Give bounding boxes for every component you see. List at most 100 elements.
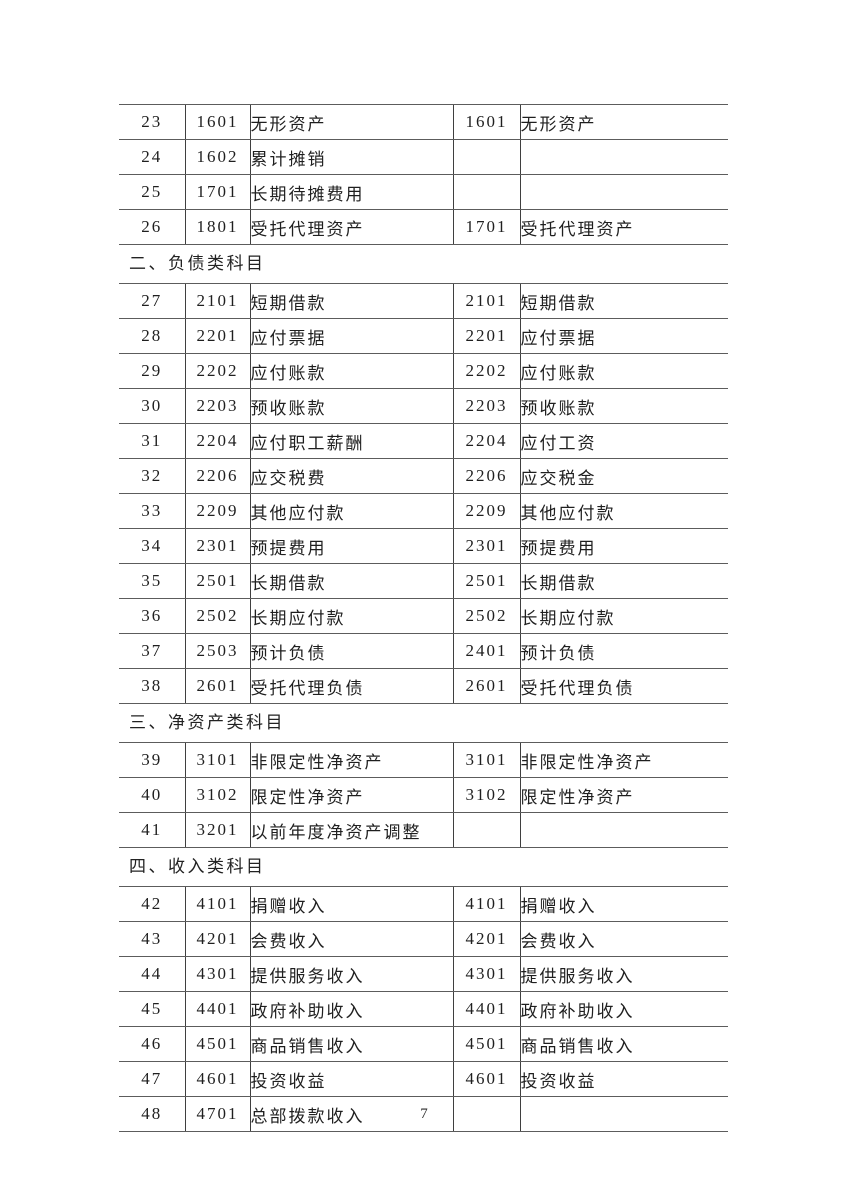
row-new-name: 预提费用 (249, 528, 453, 564)
row-new-name: 总部拨款收入 (249, 1096, 453, 1132)
row-new-code: 4401 (184, 991, 250, 1027)
row-old-code (452, 1096, 520, 1132)
row-old-name: 应付账款 (519, 353, 728, 389)
row-old-code: 2202 (452, 353, 520, 389)
row-old-name: 受托代理负债 (519, 668, 728, 704)
row-new-name: 短期借款 (249, 283, 453, 319)
row-seq: 31 (119, 423, 185, 459)
row-old-name: 受托代理资产 (519, 209, 728, 245)
row-old-code: 2204 (452, 423, 520, 459)
row-new-name: 提供服务收入 (249, 956, 453, 992)
row-old-code: 3102 (452, 777, 520, 813)
row-old-name (519, 139, 728, 175)
row-seq: 25 (119, 174, 185, 210)
row-old-name: 商品销售收入 (519, 1026, 728, 1062)
row-new-name: 长期待摊费用 (249, 174, 453, 210)
row-old-code: 2209 (452, 493, 520, 529)
table-row: 37 2503 预计负债 2401 预计负债 (119, 633, 728, 669)
row-seq: 26 (119, 209, 185, 245)
row-seq: 24 (119, 139, 185, 175)
row-old-code: 4101 (452, 886, 520, 922)
row-new-code: 4501 (184, 1026, 250, 1062)
row-old-name: 应付票据 (519, 318, 728, 354)
row-new-code: 3201 (184, 812, 250, 848)
row-old-code: 3101 (452, 742, 520, 778)
row-old-code: 2203 (452, 388, 520, 424)
account-table-body: 23 1601 无形资产 1601 无形资产 24 1602 累计摊销 25 1… (119, 104, 728, 245)
row-seq: 45 (119, 991, 185, 1027)
document-body: 23 1601 无形资产 1601 无形资产 24 1602 累计摊销 25 1… (119, 104, 728, 1132)
row-new-name: 非限定性净资产 (249, 742, 453, 778)
table-row: 29 2202 应付账款 2202 应付账款 (119, 353, 728, 389)
row-old-code: 2301 (452, 528, 520, 564)
row-new-code: 1701 (184, 174, 250, 210)
row-new-name: 投资收益 (249, 1061, 453, 1097)
row-old-name: 限定性净资产 (519, 777, 728, 813)
row-seq: 23 (119, 104, 185, 140)
row-old-name: 其他应付款 (519, 493, 728, 529)
row-old-name: 预计负债 (519, 633, 728, 669)
account-table: 42 4101 捐赠收入 4101 捐赠收入 43 4201 会费收入 4201… (119, 886, 728, 1132)
row-old-name: 非限定性净资产 (519, 742, 728, 778)
row-old-name: 预收账款 (519, 388, 728, 424)
row-old-name (519, 812, 728, 848)
table-row: 27 2101 短期借款 2101 短期借款 (119, 283, 728, 319)
section-header: 三、净资产类科目 (129, 713, 285, 732)
row-new-name: 应付票据 (249, 318, 453, 354)
row-new-name: 应交税费 (249, 458, 453, 494)
table-row: 30 2203 预收账款 2203 预收账款 (119, 388, 728, 424)
row-new-code: 2601 (184, 668, 250, 704)
section-header: 二、负债类科目 (129, 254, 266, 273)
row-new-code: 2206 (184, 458, 250, 494)
row-new-code: 4601 (184, 1061, 250, 1097)
row-new-name: 其他应付款 (249, 493, 453, 529)
table-row: 36 2502 长期应付款 2502 长期应付款 (119, 598, 728, 634)
row-new-code: 2502 (184, 598, 250, 634)
row-old-name: 短期借款 (519, 283, 728, 319)
row-new-code: 1602 (184, 139, 250, 175)
row-old-code: 2501 (452, 563, 520, 599)
row-new-name: 受托代理负债 (249, 668, 453, 704)
page-number: 7 (420, 1106, 428, 1122)
row-old-code (452, 812, 520, 848)
row-old-code: 2401 (452, 633, 520, 669)
row-new-name: 政府补助收入 (249, 991, 453, 1027)
row-new-code: 4701 (184, 1096, 250, 1132)
row-old-name: 预提费用 (519, 528, 728, 564)
row-old-name: 应交税金 (519, 458, 728, 494)
row-new-code: 1601 (184, 104, 250, 140)
table-row: 24 1602 累计摊销 (119, 139, 728, 175)
row-seq: 28 (119, 318, 185, 354)
table-row: 47 4601 投资收益 4601 投资收益 (119, 1061, 728, 1097)
row-old-code: 4401 (452, 991, 520, 1027)
row-new-code: 2101 (184, 283, 250, 319)
table-row: 42 4101 捐赠收入 4101 捐赠收入 (119, 886, 728, 922)
table-row: 34 2301 预提费用 2301 预提费用 (119, 528, 728, 564)
row-seq: 39 (119, 742, 185, 778)
row-new-name: 长期借款 (249, 563, 453, 599)
row-new-code: 2301 (184, 528, 250, 564)
row-old-code: 4501 (452, 1026, 520, 1062)
row-seq: 40 (119, 777, 185, 813)
table-row: 39 3101 非限定性净资产 3101 非限定性净资产 (119, 742, 728, 778)
row-seq: 42 (119, 886, 185, 922)
row-seq: 36 (119, 598, 185, 634)
row-new-code: 2201 (184, 318, 250, 354)
row-new-code: 1801 (184, 209, 250, 245)
account-section: 四、收入类科目 42 4101 捐赠收入 4101 捐赠收入 43 4201 会… (119, 856, 728, 1132)
row-new-code: 3102 (184, 777, 250, 813)
row-old-code: 2101 (452, 283, 520, 319)
account-table: 27 2101 短期借款 2101 短期借款 28 2201 应付票据 2201… (119, 283, 728, 704)
row-new-name: 会费收入 (249, 921, 453, 957)
row-new-code: 2503 (184, 633, 250, 669)
row-old-name (519, 1096, 728, 1132)
row-seq: 32 (119, 458, 185, 494)
row-new-code: 4301 (184, 956, 250, 992)
row-seq: 27 (119, 283, 185, 319)
row-seq: 41 (119, 812, 185, 848)
row-new-name: 商品销售收入 (249, 1026, 453, 1062)
account-table-body: 27 2101 短期借款 2101 短期借款 28 2201 应付票据 2201… (119, 283, 728, 704)
row-seq: 33 (119, 493, 185, 529)
row-old-code: 1701 (452, 209, 520, 245)
row-old-name: 提供服务收入 (519, 956, 728, 992)
